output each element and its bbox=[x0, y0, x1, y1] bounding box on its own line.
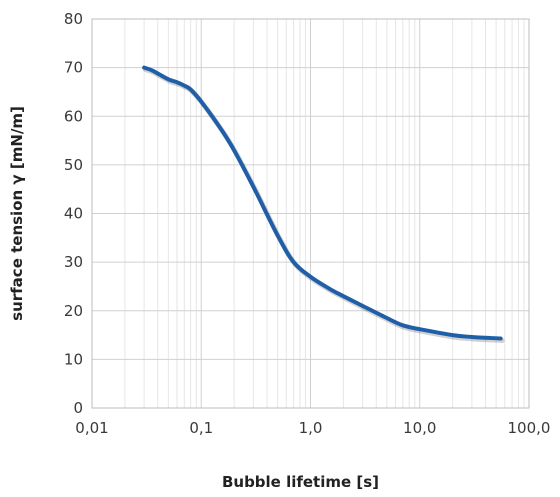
series-line bbox=[144, 68, 501, 339]
series-line-shadow bbox=[146, 70, 503, 341]
x-axis-title: Bubble lifetime [s] bbox=[222, 473, 379, 491]
x-tick-label: 100,0 bbox=[508, 419, 551, 437]
y-tick-label: 70 bbox=[64, 59, 83, 77]
x-tick-label: 0,01 bbox=[75, 419, 108, 437]
x-tick-label: 10,0 bbox=[403, 419, 436, 437]
y-tick-labels: 0 10 20 30 40 50 60 70 80 bbox=[64, 10, 83, 417]
y-tick-label: 0 bbox=[73, 399, 83, 417]
y-tick-label: 40 bbox=[64, 205, 83, 223]
y-tick-label: 50 bbox=[64, 156, 83, 174]
x-tick-labels: 0,01 0,1 1,0 10,0 100,0 bbox=[75, 419, 550, 437]
y-axis-title: surface tension γ [mN/m] bbox=[8, 106, 26, 321]
x-tick-label: 1,0 bbox=[299, 419, 323, 437]
x-tick-label: 0,1 bbox=[189, 419, 213, 437]
y-tick-label: 30 bbox=[64, 253, 83, 271]
y-tick-label: 10 bbox=[64, 350, 83, 368]
y-tick-label: 80 bbox=[64, 10, 83, 28]
series-layer bbox=[144, 68, 502, 341]
y-tick-label: 60 bbox=[64, 107, 83, 125]
y-tick-label: 20 bbox=[64, 302, 83, 320]
